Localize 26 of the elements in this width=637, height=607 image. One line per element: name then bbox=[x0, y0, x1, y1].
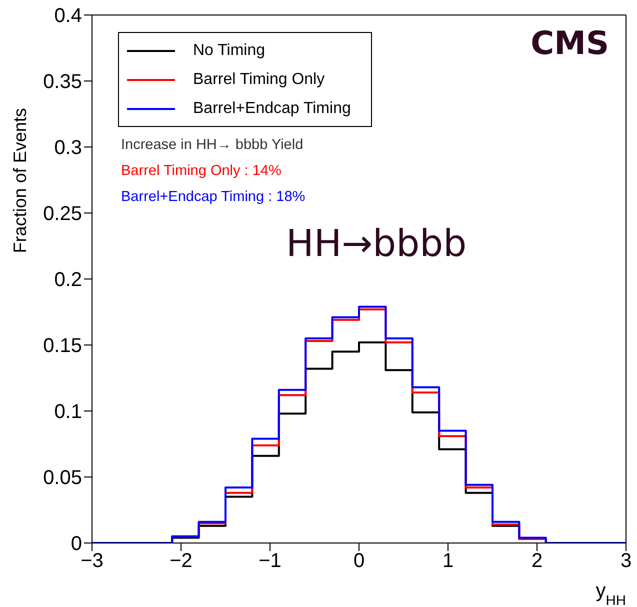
y-tick-label: 0.4 bbox=[54, 5, 82, 28]
legend-label: Barrel Timing Only bbox=[193, 70, 325, 88]
x-tick-label: 0 bbox=[353, 550, 365, 572]
x-tick-label: −1 bbox=[258, 550, 282, 572]
legend-label: Barrel+Endcap Timing bbox=[193, 100, 351, 118]
x-tick-label: 3 bbox=[620, 550, 632, 572]
y-tick-label: 0.05 bbox=[43, 467, 82, 490]
y-axis-title: Fraction of Events bbox=[10, 108, 30, 254]
x-tick-label: −3 bbox=[80, 550, 104, 572]
x-axis-title: y$_{HH}$ bbox=[596, 580, 626, 607]
annotation: Barrel+Endcap Timing : 18% bbox=[121, 189, 306, 205]
x-tick-label: 2 bbox=[531, 550, 543, 572]
y-tick-label: 0.35 bbox=[43, 71, 82, 94]
annotation: CMS bbox=[530, 24, 609, 62]
x-tick-label: −2 bbox=[170, 550, 192, 572]
y-tick-label: 0.3 bbox=[54, 137, 82, 160]
annotation: HH→bbbb bbox=[286, 222, 467, 265]
y-tick-label: 0.2 bbox=[54, 269, 82, 292]
annotation: Barrel Timing Only : 14% bbox=[121, 163, 282, 179]
y-tick-label: 0.1 bbox=[54, 401, 82, 424]
y-tick-label: 0.25 bbox=[43, 203, 82, 226]
x-tick-label: 1 bbox=[442, 550, 454, 572]
annotation: Increase in HH→ bbbb Yield bbox=[121, 137, 304, 153]
y-tick-label: 0 bbox=[70, 533, 82, 556]
y-tick-label: 0.15 bbox=[43, 335, 82, 358]
legend-label: No Timing bbox=[193, 42, 266, 60]
